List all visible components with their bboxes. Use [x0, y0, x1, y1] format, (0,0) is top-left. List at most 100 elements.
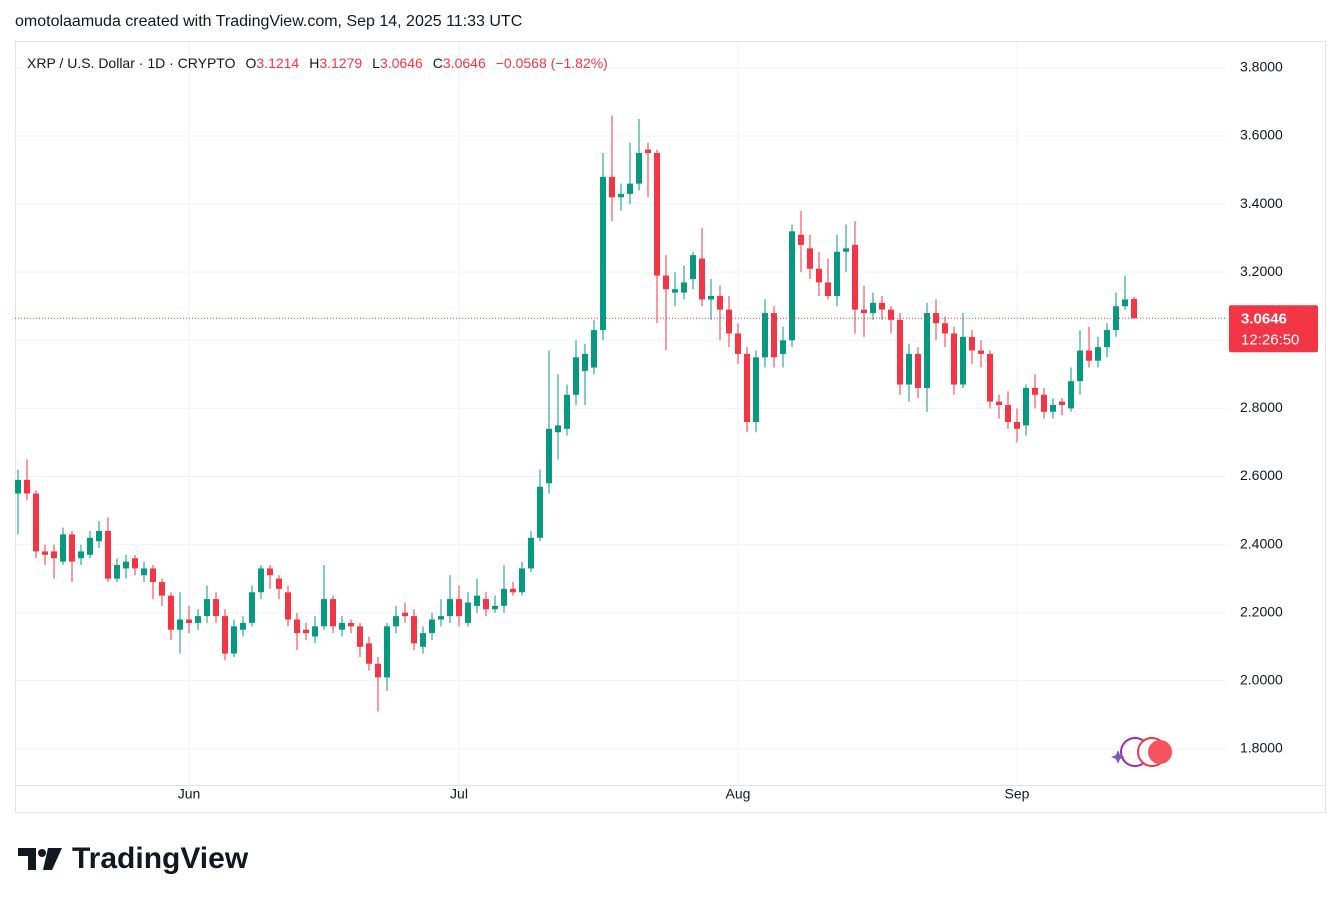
candle — [204, 585, 210, 623]
candle — [609, 115, 615, 222]
candle-body — [339, 622, 345, 630]
candle — [69, 530, 75, 583]
candle — [636, 118, 642, 191]
event-icons — [1111, 737, 1172, 767]
y-tick-label: 1.8000 — [1240, 740, 1283, 756]
candle-body — [510, 588, 516, 593]
candle-body — [1014, 422, 1020, 429]
candle — [807, 234, 813, 279]
candle-body — [645, 149, 651, 154]
candle-body — [555, 425, 561, 433]
candle — [1077, 330, 1083, 395]
last-price-label: 3.0646 — [1241, 310, 1287, 327]
candle — [33, 490, 39, 559]
candle-body — [600, 176, 606, 331]
candle — [1050, 398, 1056, 419]
y-tick-label: 2.4000 — [1240, 535, 1283, 551]
candle-body — [735, 333, 741, 354]
candle-body — [897, 319, 903, 385]
candle-body — [978, 350, 984, 354]
candle-body — [285, 592, 291, 620]
candle-body — [24, 479, 30, 494]
candle-body — [663, 275, 669, 290]
symbol-title: XRP / U.S. Dollar · 1D · CRYPTO — [27, 55, 236, 71]
candle-body — [1104, 330, 1110, 348]
candle — [762, 299, 768, 368]
ohlc-key: L — [372, 55, 380, 71]
candle-body — [816, 268, 822, 283]
candle-body — [105, 530, 111, 579]
candle-body — [843, 248, 849, 252]
candle-body — [996, 401, 1002, 405]
candle — [501, 565, 507, 613]
candle — [627, 142, 633, 205]
candle-body — [636, 153, 642, 184]
candle — [51, 544, 57, 579]
plot — [15, 42, 1226, 785]
candle — [465, 592, 471, 627]
candle-body — [1050, 404, 1056, 412]
candle — [735, 323, 741, 365]
brand-logo: TradingView — [18, 842, 249, 875]
candle — [96, 520, 102, 549]
candle-body — [330, 599, 336, 627]
candle — [672, 272, 678, 307]
candle — [438, 599, 444, 627]
candle — [591, 319, 597, 375]
candle — [1095, 336, 1101, 368]
candle-body — [915, 353, 921, 388]
candle — [978, 340, 984, 368]
candle — [384, 622, 390, 692]
candle-body — [618, 193, 624, 198]
countdown: 12:26:50 — [1241, 331, 1299, 348]
candle-body — [870, 302, 876, 314]
candle-body — [33, 493, 39, 552]
candle-body — [15, 479, 21, 494]
candle-body — [114, 565, 120, 579]
candle — [312, 616, 318, 644]
candle — [303, 622, 309, 640]
candle — [879, 296, 885, 320]
candle — [645, 142, 651, 198]
candle — [420, 626, 426, 654]
candle-body — [447, 599, 453, 617]
candle — [681, 265, 687, 300]
candle-body — [150, 568, 156, 583]
ohlc-value: 3.0646 — [443, 55, 486, 71]
candle — [789, 224, 795, 348]
candle-body — [123, 561, 129, 569]
x-tick-label: Jul — [450, 786, 468, 802]
candle-body — [960, 336, 966, 385]
candle — [132, 554, 138, 576]
candle — [240, 616, 246, 637]
candle — [375, 656, 381, 712]
candle — [519, 561, 525, 596]
candle — [1023, 384, 1029, 436]
candle — [771, 306, 777, 368]
candle-body — [159, 582, 165, 596]
ohlc-key: H — [309, 55, 319, 71]
candle — [168, 592, 174, 640]
candle — [933, 299, 939, 341]
y-tick-label: 3.6000 — [1240, 127, 1283, 143]
candle — [231, 619, 237, 657]
candle-body — [942, 323, 948, 334]
candle-body — [807, 248, 813, 269]
x-tick-label: Jun — [178, 786, 201, 802]
candle-body — [483, 599, 489, 610]
candle-body — [1131, 298, 1137, 319]
candle — [186, 605, 192, 634]
candle-body — [744, 353, 750, 423]
candle — [888, 306, 894, 334]
candle-body — [591, 330, 597, 368]
candle — [537, 469, 543, 542]
candle — [852, 221, 858, 334]
candle-body — [132, 558, 138, 569]
candle — [555, 374, 561, 460]
candle-body — [267, 568, 273, 576]
candle — [258, 565, 264, 600]
brand-name: TradingView — [72, 842, 249, 875]
ohlc-key: C — [433, 55, 443, 71]
candle — [87, 530, 93, 559]
candle — [1005, 391, 1011, 429]
